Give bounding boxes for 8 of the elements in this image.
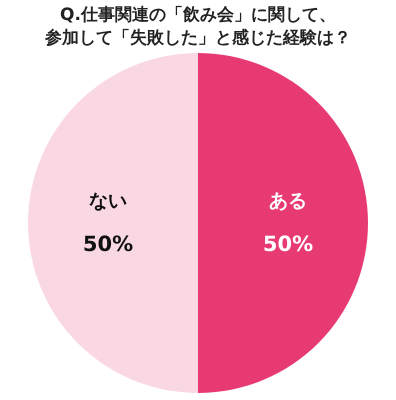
slice-label: ない	[89, 190, 127, 212]
data-label: 50%	[262, 232, 314, 256]
chart-title: Q.仕事関連の「飲み会」に関して、	[60, 5, 336, 25]
slice-label: ある	[269, 190, 307, 212]
pie-slice	[28, 53, 198, 393]
pie-slice	[198, 53, 368, 393]
chart-subtitle: 参加して「失敗した」と感じた経験は？	[44, 28, 351, 48]
data-label: 50%	[82, 232, 134, 256]
